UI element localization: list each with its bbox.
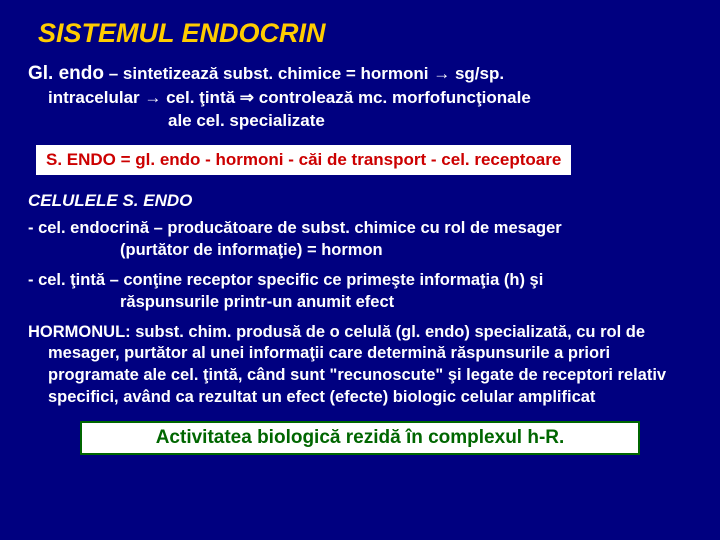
slide: SISTEMUL ENDOCRIN Gl. endo – sintetizeaz… bbox=[0, 0, 720, 540]
bullet1-line2: (purtător de informaţie) = hormon bbox=[28, 241, 383, 259]
bullet2-line1: - cel. ţintă – conţine receptor specific… bbox=[28, 271, 543, 289]
intro-paragraph: Gl. endo – sintetizează subst. chimice =… bbox=[28, 61, 692, 133]
intro-rest1: – sintetizează subst. chimice = hormoni … bbox=[104, 64, 504, 83]
red-highlight-box: S. ENDO = gl. endo - hormoni - căi de tr… bbox=[36, 145, 571, 175]
bullet1-line1: - cel. endocrină – producătoare de subst… bbox=[28, 219, 562, 237]
bullet-endocrina: - cel. endocrină – producătoare de subst… bbox=[28, 217, 692, 262]
slide-title: SISTEMUL ENDOCRIN bbox=[38, 18, 692, 49]
green-highlight-box: Activitatea biologică rezidă în complexu… bbox=[80, 421, 640, 455]
hormonul-definition: HORMONUL: subst. chim. produsă de o celu… bbox=[28, 322, 692, 409]
bullet2-line2: răspunsurile printr-un anumit efect bbox=[28, 293, 394, 311]
intro-line2: intracelular → cel. ţintă ⇒ controlează … bbox=[28, 87, 531, 110]
subheading-celulele: CELULELE S. ENDO bbox=[28, 191, 692, 211]
intro-line3: ale cel. specializate bbox=[28, 110, 325, 133]
bullet-tinta: - cel. ţintă – conţine receptor specific… bbox=[28, 269, 692, 314]
intro-lead: Gl. endo bbox=[28, 63, 104, 84]
